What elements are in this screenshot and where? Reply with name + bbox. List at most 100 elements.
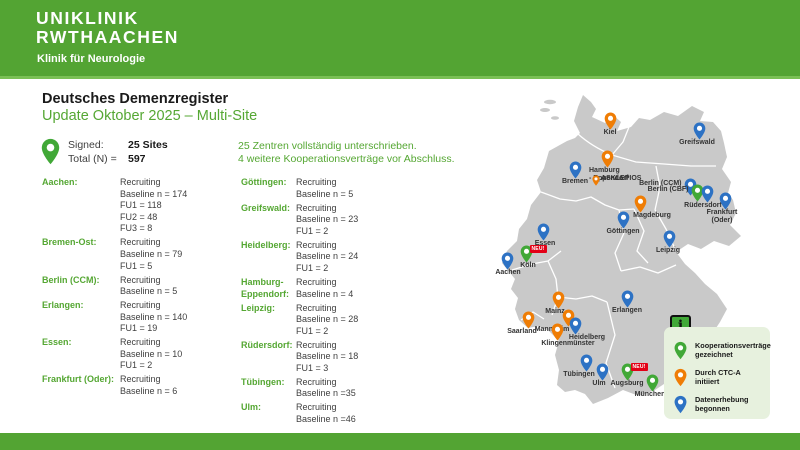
- map-pin-label: Heidelberg: [568, 334, 606, 341]
- site-name: Erlangen:: [42, 300, 84, 311]
- map-pin-label: München: [634, 391, 666, 398]
- legend-item-durch-ctc-a: Durch CTC-A initiiert: [674, 368, 764, 387]
- map-pin-label: Hamburg - Eppendorf: [589, 167, 629, 182]
- site-status-lines: Recruiting Baseline n = 18 FU1 = 3: [296, 339, 359, 373]
- legend-item-datenerhebung: Datenerhebung begonnen: [674, 395, 764, 414]
- blue-pin-icon: [501, 252, 514, 270]
- site-name: Hamburg- Eppendorf:: [241, 276, 289, 299]
- blue-pin-icon: [569, 317, 582, 335]
- total-label: Total (N) =: [68, 152, 117, 165]
- map-pin-label: Kiel: [603, 129, 617, 136]
- legend-label: Durch CTC-A initiiert: [695, 368, 741, 386]
- green-pin-icon: [520, 245, 533, 263]
- map-pin-label: Saarland: [507, 328, 537, 335]
- site-status-lines: Recruiting Baseline n = 5: [120, 274, 178, 297]
- site-name: Göttingen:: [241, 177, 287, 187]
- green-pin-icon: [621, 363, 634, 381]
- neu-badge: NEU!: [630, 363, 648, 371]
- site-name: Tübingen:: [241, 376, 285, 387]
- site-entry-rüdersdorf: Rüdersdorf: Recruiting Baseline n = 18 FU1 …: [241, 340, 358, 375]
- legend-label: Kooperationsverträge gezeichnet: [695, 341, 771, 359]
- site-status-lines: Recruiting Baseline n = 174 FU1 = 118 FU2 =…: [120, 177, 188, 234]
- site-entry-göttingen: Göttingen: Recruiting Baseline n = 5: [241, 177, 358, 200]
- orange-pin-icon: [634, 195, 647, 213]
- site-status-lines: Recruiting Baseline n = 28 FU1 = 2: [296, 302, 359, 336]
- site-status-lines: Recruiting Baseline n = 10 FU1 = 2: [120, 337, 183, 371]
- map-pin-label: Tübingen: [563, 371, 595, 378]
- map-pin-label: Bremen: [561, 178, 589, 185]
- legend-label: Datenerhebung begonnen: [695, 395, 749, 413]
- blue-pin-icon: [693, 122, 706, 140]
- map-pin-label: Greifswald: [679, 139, 715, 146]
- site-name: Leipzig:: [241, 302, 275, 313]
- green-pin-icon: [691, 184, 704, 202]
- site-entry-berlin-ccm: Berlin (CCM): Recruiting Baseline n = 5: [42, 275, 187, 298]
- site-name: Berlin (CCM):: [42, 274, 100, 285]
- location-pin-icon: [41, 138, 60, 165]
- map-pin-label: ASKLEPIOS: [601, 175, 642, 182]
- site-column-2: Göttingen: Recruiting Baseline n = 5 Greifs…: [241, 177, 358, 428]
- orange-pin-icon: [601, 150, 614, 168]
- clinic-name: Klinik für Neurologie: [37, 53, 146, 65]
- blue-pin-icon: [596, 363, 609, 381]
- site-status-lines: Recruiting Baseline n = 4: [296, 276, 354, 299]
- orange-pin-icon: [604, 112, 617, 130]
- site-status-lines: Recruiting Baseline n = 5: [296, 177, 354, 199]
- map-pin-label: Klingenmünster: [541, 340, 595, 347]
- page-subtitle: Update Oktober 2025 – Multi-Site: [42, 108, 258, 124]
- blue-pin-icon: [663, 230, 676, 248]
- map-pin-label: Berlin (CBF): [647, 186, 689, 193]
- site-entry-ulm: Ulm: Recruiting Baseline n =46: [241, 402, 358, 425]
- logo-line-2: RWTHAACHEN: [36, 27, 180, 47]
- site-status-lines: Recruiting Baseline n = 6: [120, 374, 178, 397]
- orange-pin-icon: [522, 311, 535, 329]
- site-entry-heidelberg: Heidelberg: Recruiting Baseline n = 24 FU1 …: [241, 240, 358, 275]
- map-pin-label: Frankfurt (Oder): [706, 209, 738, 224]
- blue-pin-icon: [621, 290, 634, 308]
- site-name: Essen:: [42, 337, 72, 348]
- page-title: Deutsches Demenzregister: [42, 91, 229, 107]
- site-column-1: Aachen: Recruiting Baseline n = 174 FU1 = 1…: [42, 177, 187, 400]
- site-entry-leipzig: Leipzig: Recruiting Baseline n = 28 FU1 = 2: [241, 303, 358, 338]
- site-name: Ulm:: [241, 402, 261, 413]
- site-entry-essen: Essen: Recruiting Baseline n = 10 FU1 = 2: [42, 337, 187, 372]
- signed-value: 25 Sites: [128, 139, 168, 151]
- site-entry-erlangen: Erlangen: Recruiting Baseline n = 140 FU1 =…: [42, 300, 187, 335]
- site-name: Heidelberg:: [241, 239, 291, 250]
- blue-pin-icon: [701, 185, 714, 203]
- green-pin-icon: [646, 374, 659, 392]
- site-status-lines: Recruiting Baseline n = 140 FU1 = 19: [120, 300, 188, 334]
- map-pin-label: Aachen: [495, 269, 521, 276]
- site-name: Aachen:: [42, 177, 78, 187]
- legend-item-kooperationsverträge: Kooperationsverträge gezeichnet: [674, 341, 771, 360]
- signed-label: Signed:: [68, 139, 104, 151]
- footer-bar: [0, 433, 800, 450]
- blue-pin-icon: [537, 223, 550, 241]
- site-entry-tübingen: Tübingen: Recruiting Baseline n =35: [241, 377, 358, 400]
- site-status-lines: Recruiting Baseline n =35: [296, 376, 356, 399]
- blue-pin-icon: [617, 211, 630, 229]
- orange-pin-icon: [674, 368, 687, 387]
- orange-pin-icon: [592, 175, 600, 186]
- site-name: Greifswald:: [241, 202, 291, 213]
- header-bar: UNIKLINIK RWTHAACHEN Klinik für Neurologi…: [0, 0, 800, 79]
- summary-line-1: 25 Zentren vollständig unterschrieben.: [238, 140, 417, 152]
- map-pin-label: Ulm: [592, 380, 606, 387]
- summary-text: 25 Zentren vollständig unterschrieben. 4…: [238, 140, 455, 165]
- map-pin-label: Augsburg: [610, 380, 644, 387]
- blue-pin-icon: [569, 161, 582, 179]
- site-entry-frankfurt-oder: Frankfurt (Oder): Recruiting Baseline n = …: [42, 374, 187, 397]
- green-pin-icon: [674, 341, 687, 360]
- orange-pin-icon: [551, 323, 564, 341]
- legend-box: Kooperationsverträge gezeichnet Durch CT…: [664, 327, 771, 419]
- map-pin-label: Berlin (CCM): [639, 180, 682, 187]
- map-pin-label: Essen: [534, 240, 556, 247]
- site-status-lines: Recruiting Baseline n = 24 FU1 = 2: [296, 239, 359, 273]
- map-pin-label: Mainz: [545, 308, 565, 315]
- site-entry-greifswald: Greifswald: Recruiting Baseline n = 23 FU1 …: [241, 203, 358, 238]
- stats-block: Signed: 25 Sites Total (N) = 597: [68, 139, 168, 166]
- blue-pin-icon: [719, 192, 732, 210]
- map-pin-label: Erlangen: [612, 307, 642, 314]
- site-name: Frankfurt (Oder):: [42, 374, 114, 385]
- orange-pin-icon: [552, 291, 565, 309]
